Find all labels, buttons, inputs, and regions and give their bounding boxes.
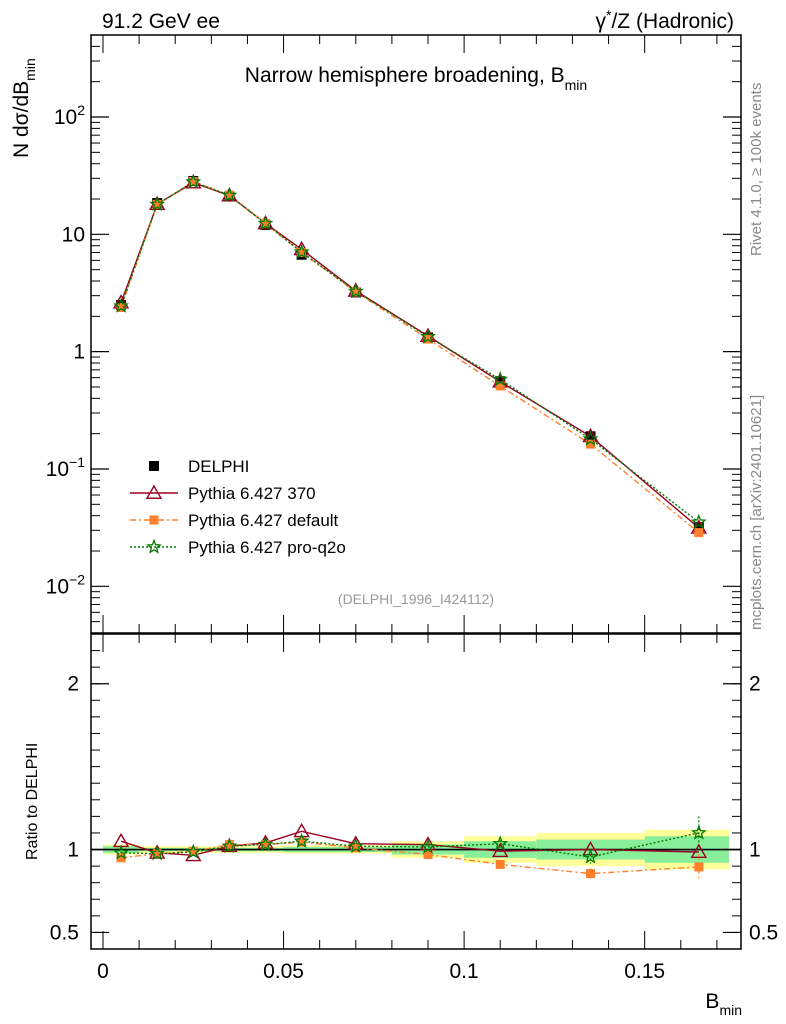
y-tick-label: 10 [62, 223, 85, 246]
legend-label: DELPHI [188, 457, 249, 476]
ratio-point [694, 862, 704, 872]
main-panel: 10−2 10−1 1 10 102 Narrow hemisphere broaden… [10, 34, 742, 634]
ratio-point [492, 835, 509, 851]
ratio-point [261, 840, 270, 850]
data-point [347, 283, 364, 299]
ratio-point [690, 824, 707, 840]
ratio-tick-label: 1 [67, 839, 79, 862]
x-tick-label: 0 [97, 960, 109, 983]
y-axis-label: N dσ/dBmin [10, 58, 38, 158]
x-axis-label: Bmin [705, 990, 742, 1018]
series-line [120, 181, 700, 529]
legend-marker [146, 538, 162, 554]
ratio-tick-label-right: 2 [749, 673, 761, 696]
y-tick-label: 102 [54, 102, 85, 129]
data-point [224, 190, 234, 200]
data-point [149, 196, 166, 212]
data-point [185, 173, 202, 189]
legend-marker [149, 515, 159, 525]
data-point [116, 302, 126, 312]
ratio-series-line [120, 830, 699, 857]
data-point [152, 199, 162, 209]
data-point-delphi [693, 522, 704, 533]
data-point [492, 371, 509, 387]
header-right-label: γ*/Z (Hadronic) [596, 7, 734, 33]
ratio-point [420, 838, 436, 854]
data-point [297, 248, 307, 258]
data-point [691, 513, 707, 529]
x-tick-label: 0.1 [450, 960, 479, 983]
ratio-tick-label-right: 1 [749, 839, 761, 862]
ratio-point [495, 859, 505, 869]
ratio-point [423, 850, 433, 859]
data-point [694, 528, 704, 538]
legend-label: Pythia 6.427 default [188, 511, 339, 530]
ratio-tick-label: 2 [67, 673, 79, 696]
ratio-point [224, 840, 234, 850]
ratio-point [586, 869, 595, 879]
ratio-tick-label-right: 0.5 [749, 921, 778, 944]
y-tick-label: 10−2 [46, 571, 86, 598]
data-point [420, 328, 436, 344]
rivet-version-label: Rivet 4.1.0, ≥ 100k events [748, 83, 765, 256]
legend-label: Pythia 6.427 370 [188, 484, 316, 503]
plot-title: Narrow hemisphere broadening, Bmin [245, 64, 587, 93]
y-tick-label: 1 [73, 341, 85, 364]
analysis-tag: (DELPHI_1996_I424112) [338, 591, 494, 607]
ratio-point [293, 832, 310, 848]
main-frame [90, 34, 742, 634]
y-tick-label: 10−1 [46, 454, 86, 481]
ratio-point [188, 846, 198, 856]
ratio-point [185, 843, 202, 859]
ratio-point [351, 843, 361, 853]
ratio-point [152, 849, 162, 859]
data-point [257, 215, 274, 231]
x-tick-label: 0.05 [263, 960, 304, 983]
legend-marker [145, 484, 163, 499]
ratio-point [149, 845, 166, 861]
ratio-point [293, 822, 310, 838]
ratio-panel: 0.5 0.5 1 1 2 2 Ratio to DELPHI [24, 633, 778, 950]
ratio-point [113, 844, 129, 860]
ratio-point [221, 837, 238, 853]
data-point [221, 186, 238, 203]
ratio-point [582, 841, 599, 856]
data-point [113, 297, 129, 313]
data-point-delphi [495, 376, 506, 387]
ratio-point [347, 837, 364, 853]
data-point-delphi [585, 431, 596, 442]
data-point [495, 381, 505, 391]
ratio-y-axis-label: Ratio to DELPHI [24, 743, 41, 860]
ratio-frame [90, 633, 742, 950]
series-line [120, 180, 700, 534]
mcplots-label: mcplots.cern.ch [arXiv:2401.10621] [748, 395, 765, 630]
data-point [188, 177, 198, 187]
data-point [261, 218, 270, 228]
ratio-point [116, 853, 126, 863]
ratio-point [582, 848, 599, 864]
ratio-tick-label: 0.5 [50, 921, 79, 944]
ratio-point [257, 836, 274, 852]
data-point [586, 439, 595, 449]
x-tick-label: 0.15 [624, 960, 665, 983]
ratio-point [690, 843, 708, 858]
legend: DELPHI Pythia 6.427 370 Pythia 6.427 defau… [130, 457, 346, 557]
data-point [293, 243, 310, 259]
ratio-point [297, 837, 307, 847]
ratio-point [492, 842, 509, 858]
data-point [351, 287, 361, 297]
header-left-label: 91.2 GeV ee [102, 10, 220, 33]
legend-label: Pythia 6.427 pro-q2o [188, 538, 346, 557]
data-point [582, 430, 599, 446]
legend-marker [149, 461, 159, 471]
